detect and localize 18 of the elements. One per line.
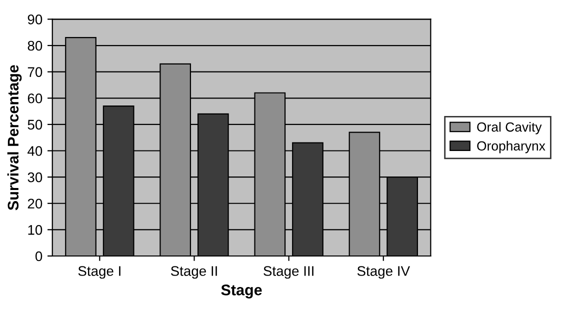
y-tick-label: 70 [28, 67, 42, 77]
y-tick-label: 80 [28, 40, 42, 51]
legend-label: Oropharynx [477, 140, 546, 154]
x-tick-label: Stage III [264, 266, 314, 279]
x-tick-label: Stage IV [357, 266, 410, 279]
x-axis-title: Stage [221, 284, 262, 298]
x-tick-label: Stage I [78, 266, 120, 279]
x-tick-label: Stage II [170, 266, 217, 279]
y-tick-label: 50 [28, 120, 42, 130]
y-tick-label: 90 [28, 14, 42, 24]
y-tick-label: 60 [28, 93, 42, 104]
legend-label: Oral Cavity [477, 122, 542, 134]
y-tick-label: 10 [28, 225, 42, 235]
y-tick-label: 40 [28, 146, 42, 156]
y-tick-label: 30 [28, 172, 42, 182]
y-tick-label: 20 [28, 198, 42, 209]
y-tick-label: 0 [35, 251, 42, 262]
y-axis-title: Survival Percentage [7, 65, 22, 210]
